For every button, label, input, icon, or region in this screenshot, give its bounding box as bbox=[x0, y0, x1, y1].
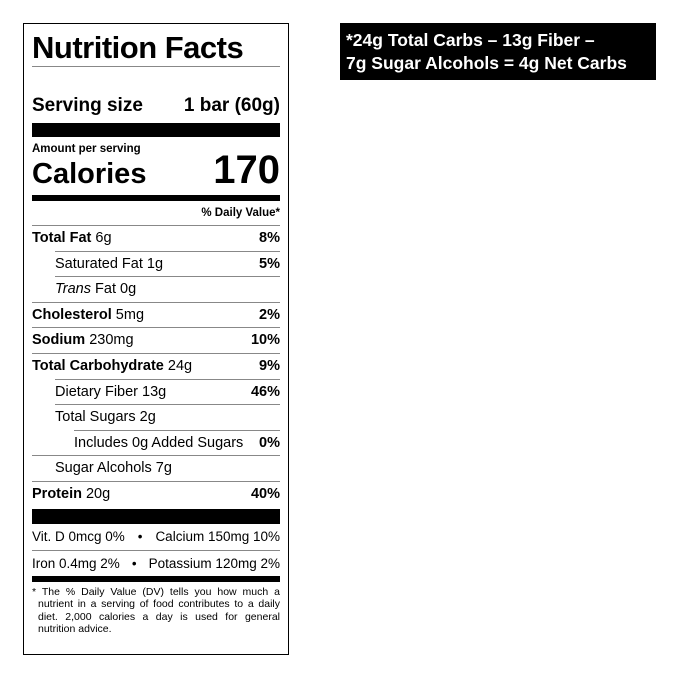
micronutrient: Vit. D 0mcg 0% bbox=[32, 528, 125, 544]
bullet: • bbox=[137, 528, 143, 544]
nutrient-name: Saturated Fat bbox=[55, 255, 143, 272]
nutrient-name: Cholesterol bbox=[32, 306, 112, 323]
nutrient-name: Sugar Alcohols bbox=[55, 460, 152, 477]
micronutrient-row: Vit. D 0mcg 0% • Calcium 150mg 10% bbox=[32, 524, 280, 550]
nutrient-name: Includes 0g Added Sugars bbox=[74, 434, 244, 451]
nutrient-name: Dietary Fiber bbox=[55, 383, 138, 400]
nutrient-name: Protein bbox=[32, 485, 82, 502]
nutrient-row: Total Sugars 2g bbox=[55, 404, 280, 430]
serving-label: Serving size bbox=[32, 95, 143, 116]
nutrient-row: Protein 20g 40% bbox=[32, 480, 280, 507]
nutrient-dv: 2% bbox=[259, 306, 280, 323]
nutrient-row: Dietary Fiber 13g 46% bbox=[55, 378, 280, 405]
medium-divider bbox=[32, 195, 280, 201]
nutrient-row: Cholesterol 5mg 2% bbox=[32, 301, 280, 328]
nutrient-dv: 40% bbox=[250, 485, 280, 502]
nutrient-amount: 230mg bbox=[89, 332, 134, 349]
calories-label: Calories bbox=[32, 158, 147, 190]
nutrient-dv: 10% bbox=[250, 332, 280, 349]
nutrient-amount: 1g bbox=[146, 255, 164, 272]
micronutrient: Calcium 150mg 10% bbox=[155, 528, 280, 544]
footnote: * The % Daily Value (DV) tells you how m… bbox=[32, 585, 280, 636]
label-title: Nutrition Facts bbox=[32, 30, 244, 65]
net-carbs-line: 7g Sugar Alcohols = 4g Net Carbs bbox=[346, 53, 627, 73]
nutrient-name: Trans bbox=[55, 281, 91, 298]
nutrient-row: Sugar Alcohols 7g bbox=[32, 455, 280, 481]
nutrient-amount: 5mg bbox=[115, 306, 145, 323]
nutrient-amount: 20g bbox=[85, 485, 111, 502]
daily-value-header: % Daily Value* bbox=[201, 207, 280, 219]
nutrient-amount: 13g bbox=[142, 383, 167, 400]
net-carbs-line: *24g Total Carbs – 13g Fiber – bbox=[346, 30, 595, 50]
serving-value: 1 bar (60g) bbox=[183, 95, 280, 116]
nutrient-dv: 9% bbox=[259, 357, 280, 374]
nutrient-row: Total Carbohydrate 24g 9% bbox=[32, 352, 280, 379]
thick-divider bbox=[32, 123, 280, 137]
micronutrient: Potassium 120mg 2% bbox=[148, 555, 280, 571]
nutrient-dv: 0% bbox=[259, 434, 280, 451]
divider bbox=[32, 66, 280, 67]
nutrient-row: Trans Fat 0g bbox=[55, 276, 280, 302]
nutrient-row: Total Fat 6g 8% bbox=[32, 225, 280, 251]
nutrient-dv: 46% bbox=[250, 383, 280, 400]
nutrient-dv: 5% bbox=[259, 255, 280, 272]
net-carbs-callout: *24g Total Carbs – 13g Fiber – 7g Sugar … bbox=[340, 23, 656, 80]
nutrient-amount: 6g bbox=[95, 230, 112, 246]
thick-divider bbox=[32, 508, 280, 524]
serving-size: Serving size 1 bar (60g) bbox=[32, 95, 280, 117]
nutrient-amount: 2g bbox=[139, 409, 156, 426]
nutrient-amount: 24g bbox=[167, 357, 193, 374]
nutrient-name: Total Fat bbox=[32, 230, 92, 246]
nutrient-row: Sodium 230mg 10% bbox=[32, 327, 280, 353]
nutrient-name: Total Sugars bbox=[55, 409, 136, 426]
micronutrient: Iron 0.4mg 2% bbox=[32, 555, 120, 571]
nutrient-amount: Fat 0g bbox=[95, 281, 137, 298]
calories: Calories 170 bbox=[32, 148, 280, 193]
bullet: • bbox=[131, 555, 137, 571]
nutrition-facts-label: Nutrition Facts Serving size 1 bar (60g) … bbox=[23, 23, 289, 655]
micronutrient-row: Iron 0.4mg 2% • Potassium 120mg 2% bbox=[32, 549, 280, 576]
nutrient-row: Includes 0g Added Sugars 0% bbox=[74, 429, 280, 456]
nutrient-dv: 8% bbox=[259, 230, 280, 246]
calories-value: 170 bbox=[213, 148, 280, 192]
nutrient-row: Saturated Fat 1g 5% bbox=[55, 250, 280, 277]
nutrient-amount: 7g bbox=[155, 460, 172, 477]
amount-per-serving: Amount per serving bbox=[32, 143, 141, 155]
medium-divider bbox=[32, 575, 280, 582]
nutrient-name: Sodium bbox=[32, 332, 86, 349]
nutrient-name: Total Carbohydrate bbox=[32, 357, 164, 374]
